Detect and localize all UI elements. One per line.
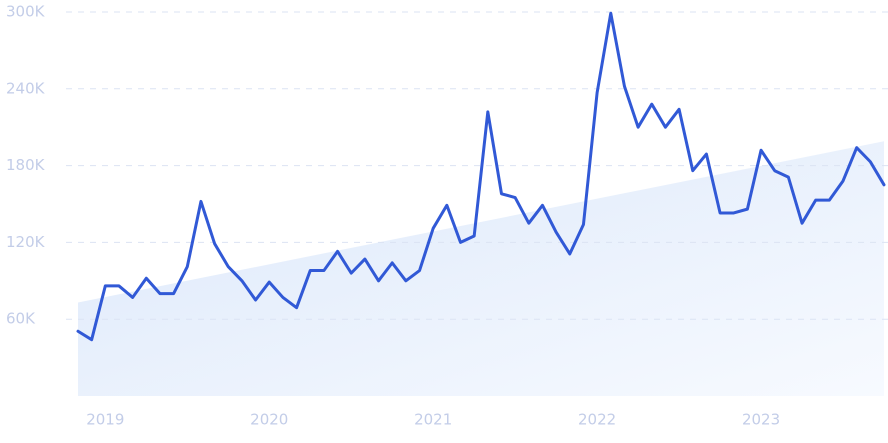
x-tick-label: 2020 xyxy=(250,411,288,429)
series-line xyxy=(76,11,886,342)
y-tick-label: 300K xyxy=(6,3,46,21)
x-tick-label: 2022 xyxy=(578,411,616,429)
x-tick-label: 2021 xyxy=(414,411,452,429)
x-tick-label: 2019 xyxy=(86,411,124,429)
y-tick-label: 60K xyxy=(6,310,36,328)
y-tick-label: 120K xyxy=(6,233,46,251)
trend-area xyxy=(78,141,884,396)
y-tick-label: 180K xyxy=(6,156,46,174)
x-tick-label: 2023 xyxy=(742,411,780,429)
y-tick-label: 240K xyxy=(6,79,46,97)
